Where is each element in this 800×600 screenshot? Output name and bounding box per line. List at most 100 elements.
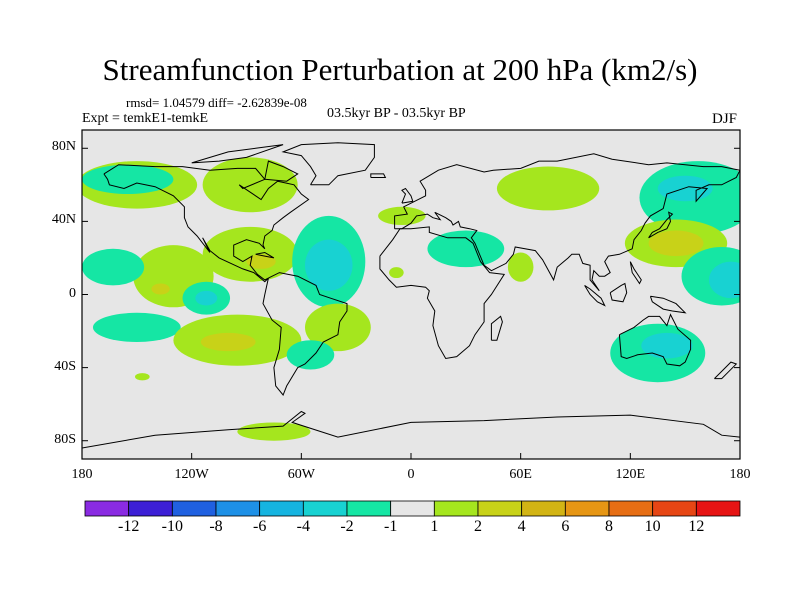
colorbar-label: -4 xyxy=(296,518,310,535)
period-label: 03.5kyr BP - 03.5kyr BP xyxy=(327,106,466,121)
anomaly-e-asia-2 xyxy=(624,219,728,268)
anomaly-australia-m1 xyxy=(610,323,706,383)
colorbar-label: -8 xyxy=(209,518,223,535)
lon-tick-label: 180 xyxy=(729,467,751,482)
lon-tick-label: 120W xyxy=(174,467,209,482)
anomaly-e-asia-4 xyxy=(648,230,704,257)
colorbar-box xyxy=(302,500,348,517)
coastline-antarctica xyxy=(82,410,740,449)
colorbar-label: -10 xyxy=(161,518,183,535)
lat-tick-label: 80S xyxy=(54,431,76,447)
coastline-south-america xyxy=(262,272,348,396)
colorbar-box xyxy=(433,500,479,517)
map-background xyxy=(82,130,740,459)
anomaly-w-pacific-m1 xyxy=(681,246,740,306)
anomaly-c-pacific-m1 xyxy=(82,248,145,286)
lon-tick-label: 180 xyxy=(71,467,93,482)
colorbar-box xyxy=(477,500,523,517)
colorbar-label: -12 xyxy=(117,518,140,535)
map-frame xyxy=(81,129,741,460)
coastline-borneo xyxy=(609,282,628,303)
colorbar-label: 8 xyxy=(605,518,613,535)
coastline-great-britain xyxy=(401,187,414,204)
coastline-iceland xyxy=(370,173,387,178)
anomaly-e-pacific-m1 xyxy=(182,281,231,315)
coastline-new-guinea xyxy=(649,295,687,314)
colorbar-box xyxy=(128,500,173,517)
lon-tick-label: 120E xyxy=(615,467,646,482)
lat-tick-label: 80N xyxy=(51,139,76,155)
stats-label: rmsd= 1.04579 diff= -2.62839e-08 xyxy=(126,95,307,110)
coastline-cuba xyxy=(255,251,275,259)
anomaly-s-america-m1 xyxy=(286,340,335,370)
coastline-madagascar xyxy=(490,315,503,341)
colorbar-box xyxy=(171,500,217,517)
anomaly-ne-asia-m2 xyxy=(657,175,713,202)
coastline-eurasia xyxy=(394,153,740,292)
anomaly-australia-m2 xyxy=(641,332,693,359)
lat-tick-label: 40N xyxy=(51,212,76,228)
colorbar-box xyxy=(259,500,304,517)
lon-tick-label: 60W xyxy=(287,467,315,482)
anomaly-s-atlantic-2 xyxy=(304,303,371,352)
anomaly-s-pacific-small-2 xyxy=(135,373,150,381)
colorbar-box xyxy=(390,500,435,517)
colorbar-label: 12 xyxy=(688,518,705,535)
coastline-africa xyxy=(379,226,506,360)
anomaly-s-pacific-2 xyxy=(173,314,302,366)
anomaly-w-pacific-m2 xyxy=(708,261,740,299)
colorbar-box xyxy=(84,500,130,517)
colorbar-box xyxy=(521,500,566,517)
anomaly-tropical-atlantic-m2 xyxy=(304,239,353,291)
anomaly-e-pacific-m2 xyxy=(195,290,218,306)
anomaly-antarctic-2 xyxy=(237,422,311,441)
coastline-baffin-island xyxy=(264,160,299,182)
colorbar-box xyxy=(215,500,261,517)
colorbar-label: 2 xyxy=(474,518,482,535)
coastline-australia xyxy=(618,313,692,367)
lat-tick-label: 40S xyxy=(54,358,76,374)
colorbar-label: -6 xyxy=(252,518,267,535)
coastline-greenland xyxy=(281,142,375,186)
lon-tick-label: 60E xyxy=(509,467,532,482)
coastline-arctic-islands xyxy=(191,144,284,164)
colorbar-box xyxy=(652,500,697,517)
anomaly-c-pacific-m1b xyxy=(92,312,181,343)
colorbar-box xyxy=(346,500,392,517)
season-label: DJF xyxy=(712,111,738,127)
experiment-label: Expt = temkE1-temkE xyxy=(82,111,209,126)
colorbar-label: -2 xyxy=(340,518,354,535)
anomaly-caribbean-2 xyxy=(202,226,298,282)
colorbar-label: 10 xyxy=(644,518,661,535)
anomaly-n-pacific-2 xyxy=(82,161,198,209)
anomaly-e-pacific-2 xyxy=(133,245,214,308)
anomaly-n-pacific-m1 xyxy=(82,164,174,194)
colorbar-label: 4 xyxy=(517,518,526,535)
lat-tick-label: 0 xyxy=(69,285,76,301)
anomaly-n-africa-m1 xyxy=(427,230,505,268)
anomaly-russia-2 xyxy=(496,166,600,211)
colorbar-label: 6 xyxy=(561,518,570,535)
colorbar-label: -1 xyxy=(383,518,398,535)
coastline-sumatra xyxy=(584,284,606,307)
colorbar-box xyxy=(608,500,654,517)
anomaly-w-africa-2 xyxy=(389,267,404,279)
coastline-japan xyxy=(648,211,674,239)
anomaly-tropical-atlantic-m1 xyxy=(292,215,366,308)
anomaly-n-america-2 xyxy=(202,157,298,213)
colorbar-box xyxy=(695,500,741,517)
anomaly-n-atlantic-2 xyxy=(378,206,426,226)
anomaly-caribbean-4 xyxy=(246,254,276,269)
coastline-philippines xyxy=(629,261,642,285)
lon-tick-label: 0 xyxy=(407,467,415,482)
anomaly-ne-asia-m1 xyxy=(639,161,740,235)
anomaly-arabia-2 xyxy=(507,252,534,282)
coastline-new-zealand xyxy=(714,361,738,380)
plot-title: Streamfunction Perturbation at 200 hPa (… xyxy=(102,52,698,87)
colorbar-label: 1 xyxy=(430,518,439,535)
coastline-north-america xyxy=(103,164,310,283)
anomaly-e-pacific-4 xyxy=(151,283,170,295)
anomaly-s-pacific-4 xyxy=(200,332,256,352)
colorbar-box xyxy=(564,500,610,517)
